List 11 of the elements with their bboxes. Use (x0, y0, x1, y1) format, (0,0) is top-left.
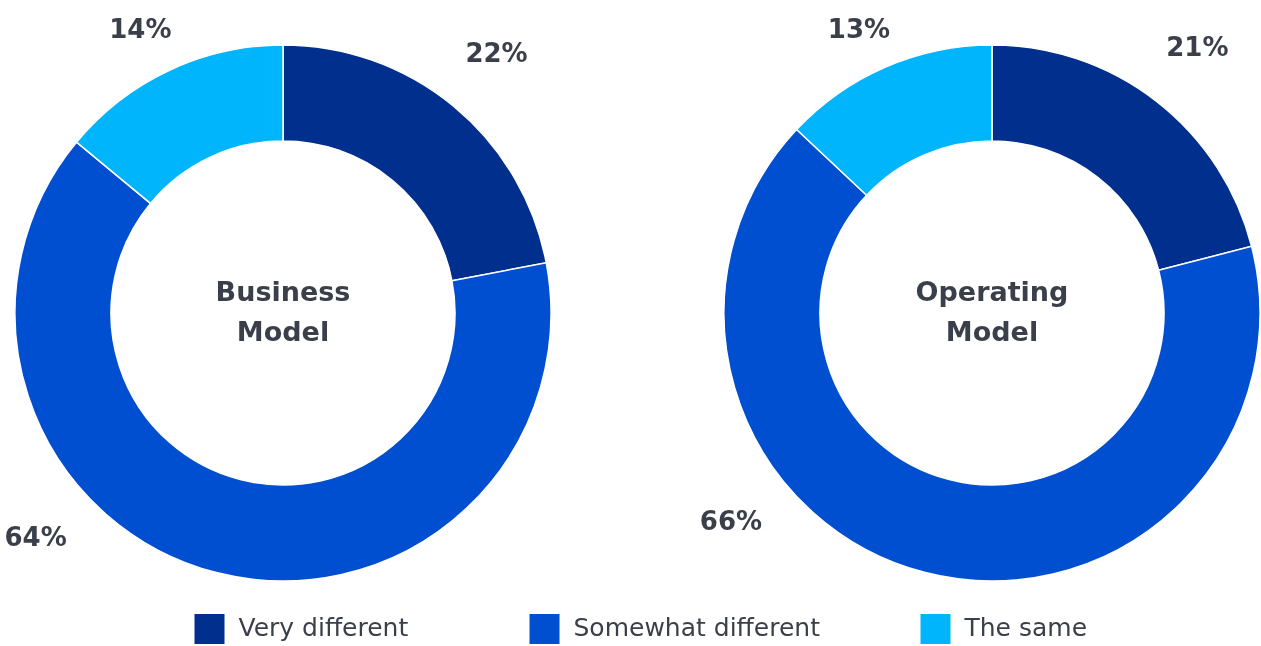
data-label: 22% (465, 38, 528, 69)
text: Operating Model (915, 275, 1069, 347)
data-label: 66% (699, 506, 763, 537)
text: Business Model (215, 275, 351, 347)
data-label: 64% (4, 522, 67, 553)
data-label: 13% (827, 13, 891, 44)
legend-label: Very different (238, 613, 409, 642)
legend-label: Somewhat different (573, 613, 821, 642)
data-label: 21% (1166, 31, 1229, 62)
data-label: 14% (109, 13, 172, 44)
legend-label: The same (963, 613, 1088, 642)
